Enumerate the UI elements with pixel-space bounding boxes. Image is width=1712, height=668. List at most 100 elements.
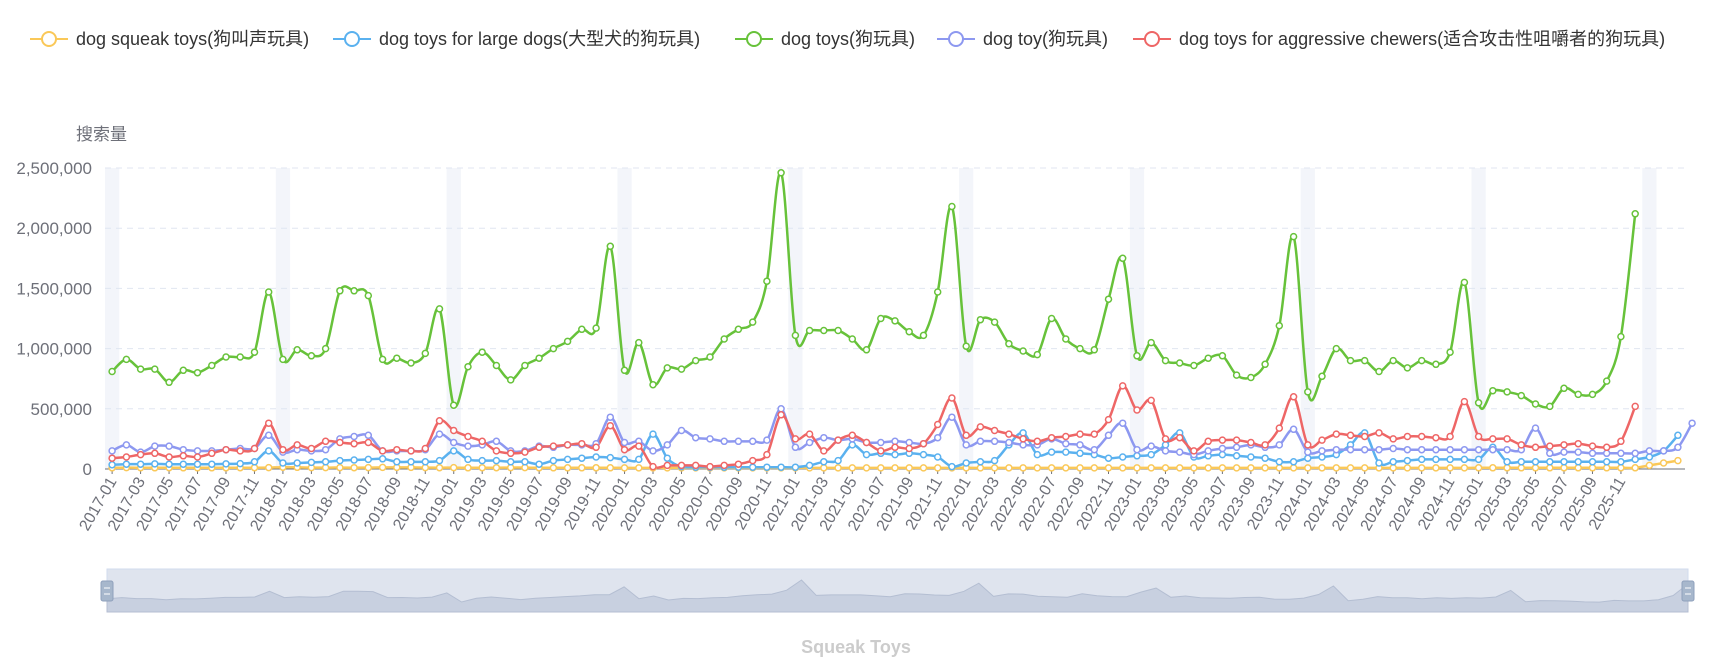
data-point [1118, 419, 1127, 427]
data-point [791, 463, 800, 471]
data-point [763, 436, 771, 444]
data-point [250, 348, 259, 356]
data-point [1261, 360, 1269, 369]
data-point [1531, 424, 1540, 432]
data-point [179, 460, 188, 468]
data-point [1218, 436, 1227, 444]
data-point [122, 460, 131, 468]
data-point [179, 445, 188, 454]
data-point [649, 380, 657, 389]
data-point [179, 452, 188, 460]
data-point [720, 437, 728, 446]
data-point [1645, 453, 1654, 461]
legend-circle-icon [41, 31, 57, 47]
y-tick-label: 500,000 [31, 400, 92, 419]
data-point [1076, 464, 1084, 472]
data-point [1531, 464, 1540, 472]
data-point [563, 455, 572, 464]
data-point [805, 326, 814, 335]
data-point [1062, 448, 1070, 456]
data-point [264, 431, 273, 440]
data-point [378, 455, 387, 463]
data-point [151, 365, 159, 373]
data-point [521, 448, 529, 456]
data-point [250, 463, 259, 472]
data-point [1403, 456, 1412, 465]
data-zoom-preview-area [106, 579, 1689, 613]
data-point [1005, 340, 1013, 348]
y-axis-label: 搜索量 [76, 125, 127, 144]
legend-item-2[interactable]: dog toys(狗玩具) [735, 29, 915, 49]
data-point [193, 460, 202, 468]
data-point [791, 435, 800, 443]
y-tick-label: 1,500,000 [16, 279, 92, 298]
legend-item-4[interactable]: dog toys for aggressive chewers(适合攻击性咀嚼者… [1133, 29, 1665, 49]
legend-item-1[interactable]: dog toys for large dogs(大型犬的狗玩具) [333, 29, 700, 49]
data-point [1460, 278, 1469, 287]
data-point [1517, 441, 1526, 449]
data-point [691, 461, 700, 470]
data-point [1346, 431, 1355, 440]
data-point [1503, 388, 1511, 396]
data-point [791, 331, 800, 340]
data-point [1674, 456, 1682, 465]
data-point [635, 338, 643, 347]
data-point [1019, 435, 1027, 443]
data-point [222, 353, 230, 361]
data-point [990, 464, 999, 472]
data-point [549, 442, 558, 450]
data-point [1574, 448, 1582, 456]
data-point [1417, 464, 1426, 472]
legend-item-3[interactable]: dog toy(狗玩具) [937, 29, 1108, 49]
data-point [962, 441, 970, 449]
data-zoom-handle-right[interactable] [1681, 580, 1695, 602]
year-band [1129, 168, 1145, 469]
data-point [1560, 448, 1568, 456]
data-point [1247, 438, 1255, 447]
data-point [1275, 464, 1284, 472]
data-point [777, 411, 785, 419]
data-point [1232, 452, 1241, 460]
data-point [165, 378, 173, 387]
data-point [1417, 432, 1426, 441]
data-point [1617, 464, 1625, 472]
data-point [336, 463, 344, 472]
data-point [1090, 430, 1099, 438]
data-point [1062, 335, 1070, 343]
data-point [606, 464, 615, 472]
handle-grip [1681, 580, 1695, 602]
data-point [264, 419, 273, 427]
data-point [350, 463, 358, 472]
data-point [449, 463, 458, 472]
data-point [364, 463, 373, 472]
data-point [1417, 445, 1426, 454]
data-point [791, 443, 800, 452]
legend-item-0[interactable]: dog squeak toys(狗叫声玩具) [30, 29, 309, 49]
data-point [236, 353, 244, 361]
data-point [407, 447, 415, 455]
data-point [1232, 436, 1241, 444]
data-point [1375, 459, 1383, 467]
data-point [1631, 464, 1639, 472]
legend-label: dog toy(狗玩具) [983, 29, 1108, 49]
data-point [1204, 447, 1212, 455]
data-zoom-handle-left[interactable] [100, 580, 114, 602]
data-point [877, 447, 885, 455]
data-point [492, 463, 501, 472]
data-point [578, 454, 586, 462]
data-point [1489, 464, 1497, 472]
data-point [1602, 377, 1611, 385]
data-point [492, 361, 501, 370]
data-point [449, 401, 458, 409]
data-point [1574, 390, 1582, 399]
data-point [990, 318, 999, 326]
data-point [1588, 442, 1597, 450]
series-line-3 [111, 407, 1694, 457]
data-point [1432, 433, 1440, 442]
data-point [492, 447, 501, 455]
data-point [1247, 464, 1255, 472]
data-point [848, 464, 857, 472]
data-point [891, 443, 899, 452]
data-point [521, 458, 529, 466]
data-point [1602, 449, 1611, 458]
